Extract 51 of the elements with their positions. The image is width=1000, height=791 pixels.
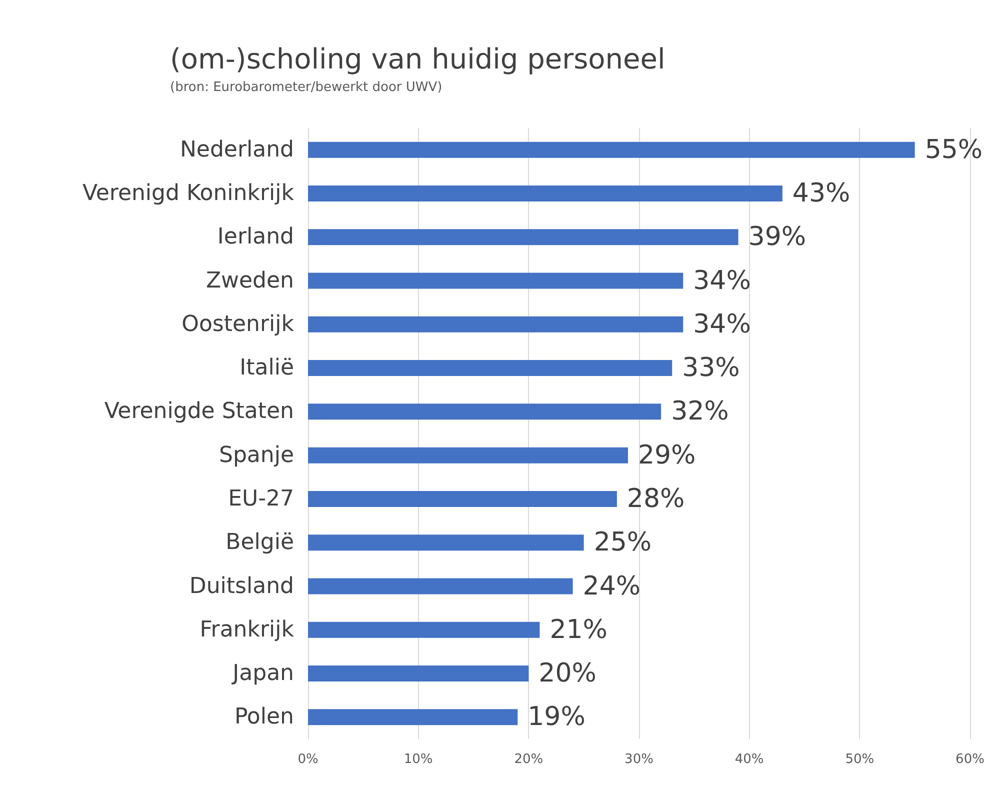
y-tick-label: EU-27 [228, 486, 294, 512]
y-tick-label: Japan [230, 661, 294, 686]
data-label: 55% [924, 134, 983, 165]
data-label: 21% [550, 614, 608, 645]
bar [308, 447, 628, 464]
y-tick-label: Oostenrijk [182, 312, 294, 337]
y-tick-label: Verenigde Staten [104, 399, 294, 424]
bar [308, 272, 684, 289]
data-label: 28% [626, 484, 685, 514]
data-label: 25% [594, 528, 652, 558]
bar [308, 185, 782, 202]
data-label: 24% [582, 571, 641, 602]
bar [308, 709, 518, 726]
chart-title: (om-)scholing van huidig personeel [170, 42, 666, 76]
bar [308, 534, 584, 551]
y-tick-label: Nederland [180, 137, 294, 162]
bar [308, 622, 540, 638]
bar [308, 490, 617, 507]
bar [308, 360, 672, 376]
x-tick-label: 60% [956, 752, 984, 767]
x-tick-label: 30% [624, 752, 654, 767]
data-label: 29% [638, 440, 696, 470]
x-tick-label: 10% [404, 752, 433, 767]
bar [308, 404, 662, 420]
x-tick-label: 50% [845, 752, 874, 767]
data-label: 34% [693, 309, 751, 340]
data-label: 39% [748, 222, 806, 252]
bar [308, 578, 573, 594]
chart-subtitle: (bron: Eurobarometer/bewerkt door UWV) [170, 80, 442, 95]
x-tick-label: 40% [734, 752, 764, 767]
x-tick-label: 0% [298, 752, 318, 767]
data-label: 33% [682, 353, 740, 384]
y-tick-label: Italië [240, 356, 294, 381]
y-tick-label: België [226, 530, 294, 556]
data-label: 20% [538, 658, 596, 689]
x-tick-label: 20% [514, 752, 544, 767]
y-tick-label: Ierland [217, 224, 294, 250]
data-label: 43% [792, 178, 850, 208]
data-label: 34% [693, 266, 751, 296]
y-tick-label: Duitsland [189, 574, 294, 599]
bar [308, 316, 684, 332]
bar [308, 142, 915, 158]
y-tick-label: Spanje [218, 442, 294, 468]
data-label: 19% [528, 702, 586, 732]
data-label: 32% [671, 396, 729, 427]
bar [308, 666, 529, 682]
y-tick-label: Verenigd Koninkrijk [82, 180, 294, 206]
y-tick-label: Polen [234, 704, 294, 730]
y-tick-label: Zweden [206, 268, 294, 294]
bar [308, 229, 738, 246]
y-tick-label: Frankrijk [200, 617, 294, 642]
